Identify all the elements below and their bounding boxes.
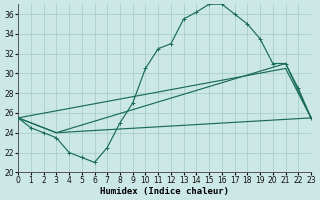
X-axis label: Humidex (Indice chaleur): Humidex (Indice chaleur) — [100, 187, 229, 196]
